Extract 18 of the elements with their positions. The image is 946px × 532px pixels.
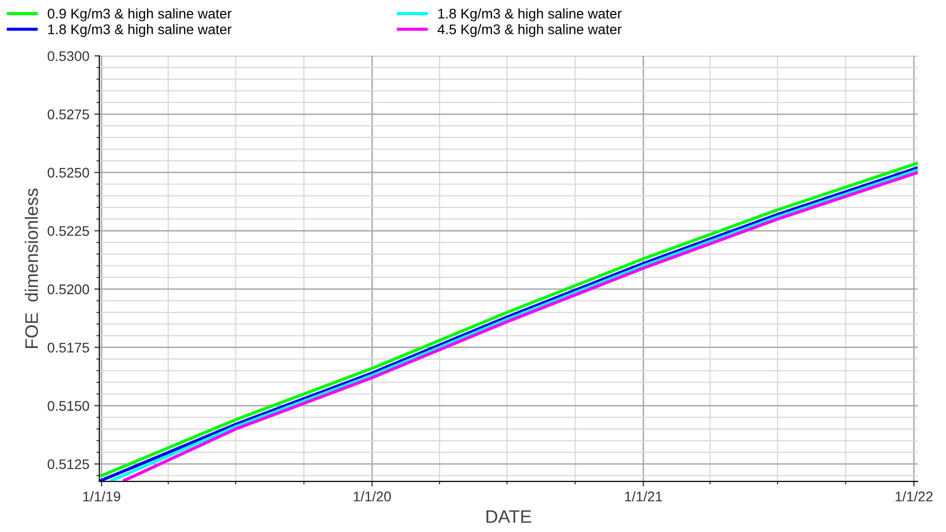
legend-label: 1.8 Kg/m3 & high saline water (48, 24, 232, 38)
x-tick-label: 1/1/20 (354, 491, 391, 502)
y-tick-label: 0.5225 (48, 226, 90, 236)
x-tick-label: 1/1/22 (896, 491, 933, 502)
y-tick-label: 0.5275 (48, 109, 90, 120)
y-tick-label: 0.5200 (48, 284, 90, 294)
y-tick-label: 0.5125 (48, 459, 90, 470)
legend-label: 1.8 Kg/m3 & high saline water (438, 8, 622, 22)
y-tick-label: 0.5175 (48, 342, 90, 353)
y-tick-label: 0.5300 (48, 51, 90, 62)
y-tick-label: 0.5250 (48, 168, 90, 178)
x-tick-label: 1/1/19 (83, 491, 120, 502)
x-tick-label: 1/1/21 (625, 491, 662, 502)
legend-label: 0.9 Kg/m3 & high saline water (48, 8, 232, 22)
y-tick-label: 0.5150 (48, 401, 90, 411)
x-axis-title: DATE (486, 510, 532, 523)
y-axis-title: FOE dimensionless (24, 188, 38, 348)
legend-label: 4.5 Kg/m3 & high saline water (438, 24, 622, 38)
